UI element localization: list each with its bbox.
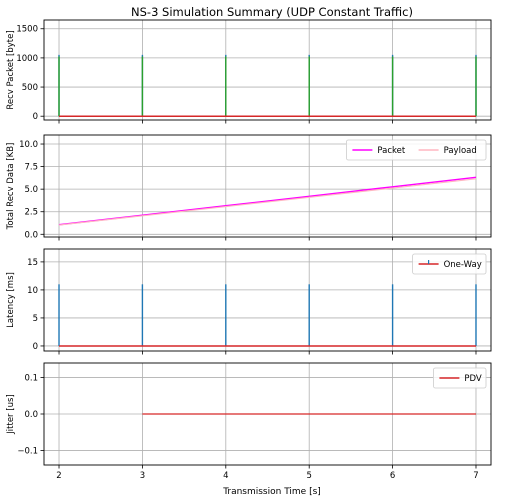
y-tick-label: 7.5 <box>24 163 38 173</box>
legend-label: One-Way <box>444 260 482 270</box>
y-tick-label: 5.0 <box>24 185 38 195</box>
y-axis-label: Jitter [us] <box>6 394 16 434</box>
y-tick-label: 0 <box>33 342 38 352</box>
y-tick-label: 0 <box>33 112 38 122</box>
figure-title: NS-3 Simulation Summary (UDP Constant Tr… <box>131 5 413 19</box>
x-tick-label: 5 <box>306 471 311 481</box>
legend-label: Packet <box>377 146 405 156</box>
legend-box <box>345 139 487 161</box>
y-tick-label: 0.0 <box>24 230 38 240</box>
legend: One-Way <box>412 253 487 275</box>
y-tick-label: 5 <box>33 314 38 324</box>
y-tick-label: 1000 <box>16 54 38 64</box>
y-axis-label: Recv Packet [byte] <box>6 30 16 109</box>
y-tick-label: 15 <box>27 258 38 268</box>
y-tick-label: 0.0 <box>24 410 38 420</box>
y-tick-label: 0.1 <box>24 374 38 384</box>
legend: PDV <box>432 367 487 389</box>
axes-frame <box>43 19 492 121</box>
legend: Packet Payload <box>345 139 487 161</box>
x-tick-label: 2 <box>56 471 61 481</box>
axes-frame <box>43 134 492 238</box>
legend-item-pdv: PDV <box>439 374 482 384</box>
legend-item-payload: Payload <box>418 146 477 156</box>
axes-frame <box>43 248 492 352</box>
x-tick-label: 3 <box>140 471 145 481</box>
x-axis-label: Transmission Time [s] <box>222 487 321 497</box>
x-tick-label: 6 <box>390 471 395 481</box>
subplot-3: 0 5 10 15 Latency [ms] One-Way <box>6 248 492 355</box>
legend-label: PDV <box>464 374 482 384</box>
y-axis-label: Total Recv Data [KB] <box>6 143 16 231</box>
y-tick-label: −0.1 <box>17 446 38 456</box>
y-axis-label: Latency [ms] <box>6 272 16 328</box>
y-tick-label: 500 <box>22 83 38 93</box>
y-tick-label: 10.0 <box>19 140 38 150</box>
legend-label: Payload <box>444 146 477 156</box>
legend-box <box>432 367 487 389</box>
y-tick-label: 2.5 <box>24 208 38 218</box>
legend-item-packet: Packet <box>352 146 406 156</box>
y-tick-label: 1500 <box>16 25 38 35</box>
x-tick-label: 4 <box>223 471 228 481</box>
payload-line <box>58 178 477 226</box>
subplot-4: −0.1 0.0 0.1 2 3 4 5 6 7 Jitter [us] PDV <box>6 362 492 481</box>
legend-item-one-way: One-Way <box>418 260 482 270</box>
y-tick-label: 10 <box>27 286 38 296</box>
legend-box <box>412 253 487 275</box>
x-tick-label: 7 <box>473 471 478 481</box>
